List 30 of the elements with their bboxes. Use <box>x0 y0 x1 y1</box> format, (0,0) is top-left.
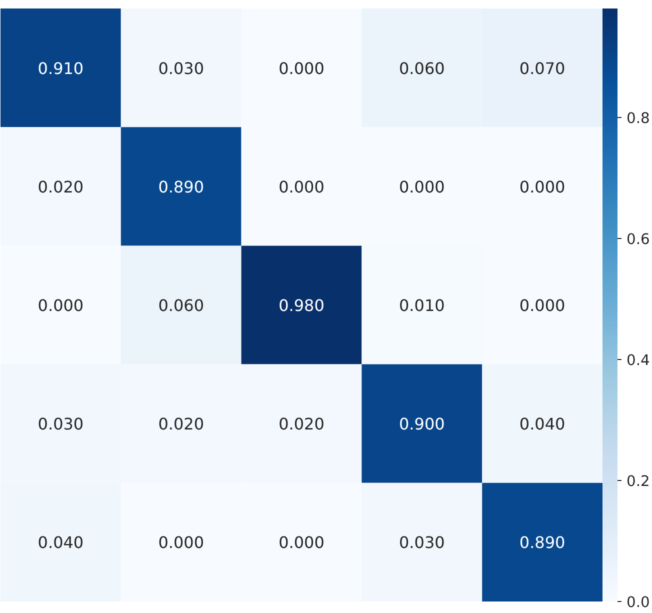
color-bar-label: 0.4 <box>626 352 650 369</box>
color-bar-label: 0.8 <box>626 110 650 127</box>
data-label: 0.030 <box>158 58 204 78</box>
data-label: 0.980 <box>278 296 324 315</box>
color-bar-label: 0.0 <box>626 594 650 611</box>
data-label: 0.000 <box>278 533 324 552</box>
data-label: 0.040 <box>38 533 84 552</box>
data-label: 0.010 <box>399 296 445 315</box>
data-label: 0.900 <box>399 414 445 434</box>
data-label: 0.000 <box>158 533 204 552</box>
data-label: 0.000 <box>38 296 84 315</box>
data-label: 0.000 <box>519 296 566 315</box>
data-label: 0.000 <box>519 177 566 196</box>
data-label: 0.030 <box>399 533 445 552</box>
data-label: 0.030 <box>38 414 84 434</box>
color-bar-label: 0.6 <box>626 230 650 248</box>
color-bar-label: 0.2 <box>626 472 650 490</box>
data-label: 0.020 <box>158 414 204 434</box>
data-label: 0.060 <box>399 58 445 78</box>
data-label: 0.020 <box>38 177 84 196</box>
data-label: 0.000 <box>278 58 324 78</box>
data-label: 0.890 <box>519 533 566 552</box>
data-label: 0.060 <box>158 296 204 315</box>
data-label: 0.000 <box>399 177 445 196</box>
data-label: 0.000 <box>278 177 324 196</box>
data-label: 0.040 <box>519 414 566 434</box>
data-label: 0.890 <box>158 177 204 196</box>
data-label: 0.020 <box>278 414 324 434</box>
data-label: 0.070 <box>519 58 566 78</box>
data-label: 0.910 <box>38 58 84 78</box>
